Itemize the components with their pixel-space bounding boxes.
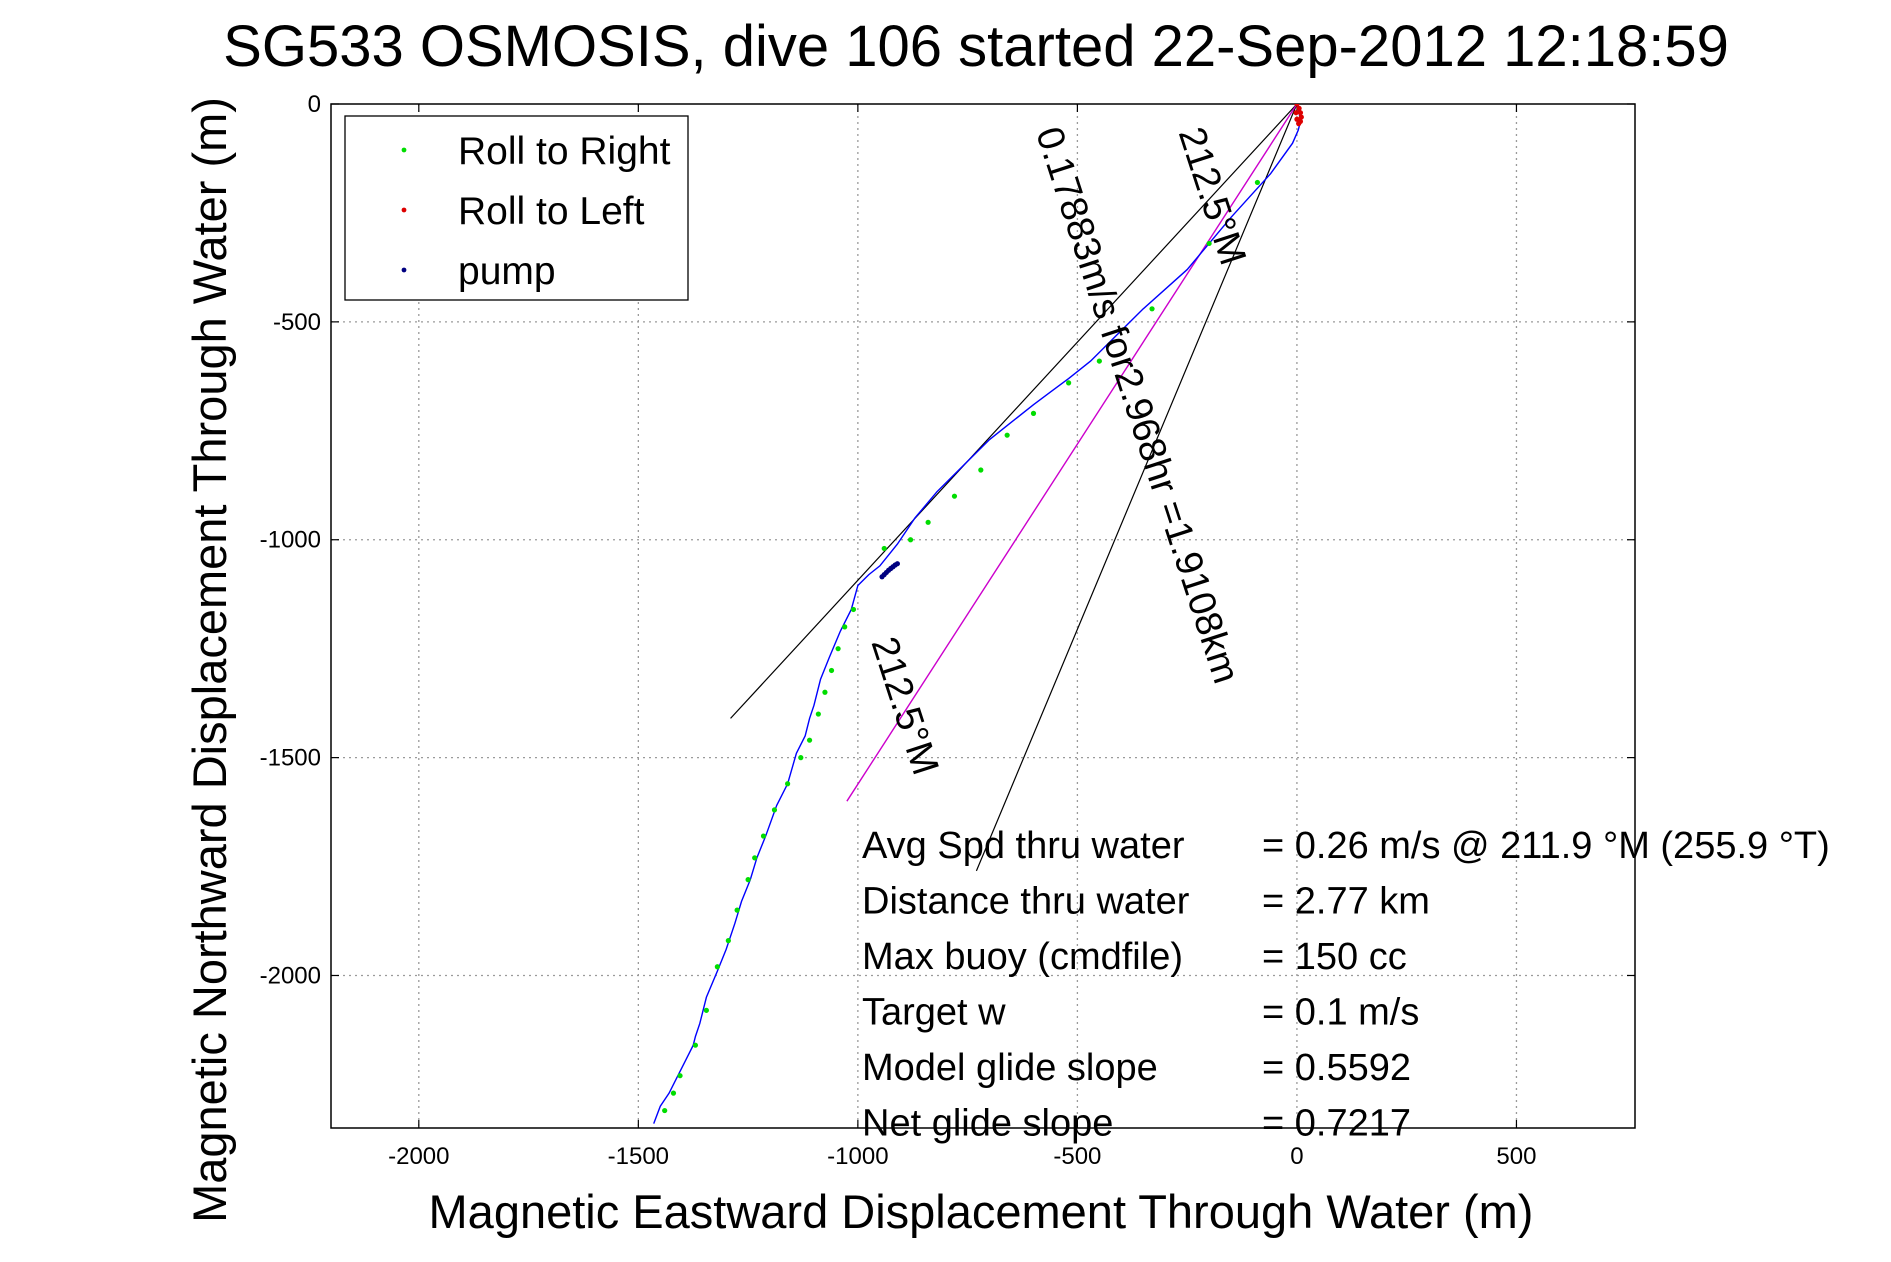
chart-title: SG533 OSMOSIS, dive 106 started 22-Sep-2…: [223, 14, 1729, 79]
stat-label: Net glide slope: [862, 1103, 1113, 1145]
roll-to-right-point: [1096, 358, 1102, 364]
legend-label: pump: [458, 250, 556, 293]
data-layer: [653, 104, 1304, 1124]
roll-to-right-point: [822, 689, 828, 695]
roll-to-right-point: [785, 781, 791, 787]
roll-to-left-point: [1294, 116, 1300, 122]
roll-to-right-point: [677, 1073, 683, 1079]
roll-to-right-point: [670, 1090, 677, 1096]
x-tick-label: -1000: [827, 1143, 888, 1170]
plot-area-frame: [330, 103, 1636, 1129]
roll-to-right-point: [815, 711, 821, 717]
roll-to-right-point: [662, 1107, 668, 1114]
roll-to-right-point: [745, 877, 751, 883]
roll-to-right-point: [1149, 306, 1155, 312]
roll-to-right-point: [925, 519, 931, 525]
x-tick-label: -1500: [608, 1143, 669, 1170]
roll-to-right-point: [752, 855, 758, 861]
stat-value: = 2.77 km: [1262, 881, 1430, 923]
roll-to-right-point: [1004, 432, 1010, 438]
stat-label: Avg Spd thru water: [862, 825, 1185, 867]
legend: Roll to Right Roll to Left pump: [344, 115, 689, 301]
roll-to-right-point: [806, 737, 813, 743]
y-tick-label: -2000: [260, 962, 321, 989]
roll-to-left-point: [1296, 121, 1302, 127]
roll-to-right-point: [771, 807, 778, 813]
roll-to-left-point: [1298, 114, 1304, 120]
y-tick-label: -500: [273, 309, 321, 336]
x-tick-label: 0: [1290, 1143, 1303, 1170]
stat-value: = 0.7217: [1262, 1103, 1411, 1145]
y-tick-label: -1500: [260, 745, 321, 772]
legend-marker: [401, 267, 407, 273]
roll-to-right-point: [692, 1042, 699, 1048]
legend-label: Roll to Right: [458, 130, 671, 173]
roll-to-right-point: [951, 493, 958, 499]
legend-marker: [401, 147, 407, 153]
x-tick-label: -2000: [388, 1143, 449, 1170]
stat-value: = 0.5592: [1262, 1047, 1411, 1089]
cone-line: [730, 104, 1298, 719]
stat-label: Max buoy (cmdfile): [862, 936, 1183, 978]
roll-to-right-point: [760, 833, 767, 839]
x-axis-label: Magnetic Eastward Displacement Through W…: [429, 1185, 1534, 1238]
legend-entries: Roll to Right Roll to Left pump: [401, 130, 671, 293]
stat-label: Model glide slope: [862, 1047, 1158, 1089]
roll-to-right-point: [714, 964, 720, 970]
roll-to-right-point: [842, 624, 848, 630]
tick-layer: -2000 -1500 -1000 -500 0 500 0 -500 -1000 -1500 -2…: [260, 91, 1635, 1170]
y-tick-label: 0: [308, 91, 321, 118]
current-vector-line: [846, 104, 1298, 802]
stats-block: Avg Spd thru water = 0.26 m/s @ 211.9 °M …: [862, 825, 1830, 1145]
glider-track-line: [653, 104, 1302, 1124]
stat-value: = 0.26 m/s @ 211.9 °M (255.9 °T): [1262, 825, 1830, 867]
pump-point: [894, 561, 900, 567]
roll-to-right-point: [1066, 380, 1072, 386]
roll-to-left-point: [1293, 110, 1299, 116]
stat-value: = 150 cc: [1262, 936, 1407, 978]
stat-label: Distance thru water: [862, 881, 1190, 923]
roll-to-right-point: [978, 467, 984, 473]
roll-to-right-point: [907, 537, 914, 543]
roll-to-right-point: [725, 938, 731, 944]
cone-line: [975, 104, 1298, 872]
grid-layer: [331, 104, 1635, 1128]
roll-to-right-point: [1030, 410, 1037, 416]
roll-to-right-point: [1206, 240, 1212, 247]
y-tick-label: -1000: [260, 527, 321, 554]
roll-to-right-point: [1254, 179, 1261, 186]
x-tick-label: 500: [1496, 1143, 1536, 1170]
stat-label: Target w: [862, 992, 1006, 1034]
x-tick-label: -500: [1053, 1143, 1101, 1170]
legend-label: Roll to Left: [458, 190, 645, 233]
roll-to-right-point: [798, 755, 804, 761]
roll-to-right-point: [881, 545, 887, 552]
roll-to-right-point: [850, 606, 857, 613]
roll-to-right-point: [835, 646, 841, 652]
y-axis-label: Magnetic Northward Displacement Through …: [183, 97, 236, 1223]
roll-to-right-point: [828, 667, 835, 674]
stat-value: = 0.1 m/s: [1262, 992, 1419, 1034]
roll-to-right-point: [703, 1007, 709, 1013]
roll-to-left-point: [1296, 105, 1302, 111]
legend-marker: [401, 207, 407, 213]
plot-content: [653, 104, 1304, 1124]
roll-to-right-point: [734, 907, 740, 913]
roll-to-left-point: [1297, 110, 1304, 116]
